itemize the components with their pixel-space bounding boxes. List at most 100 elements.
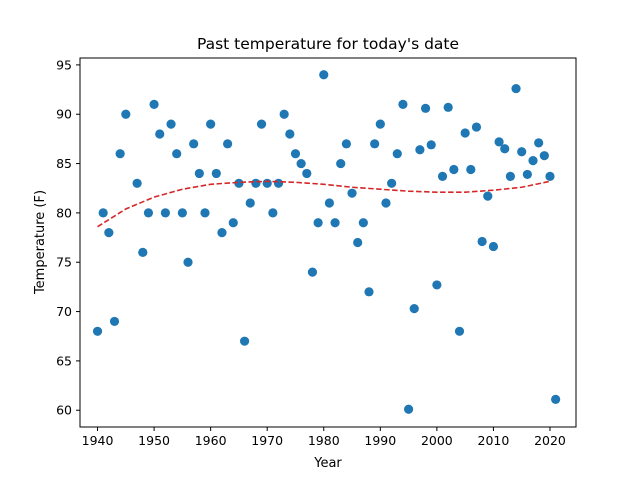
- y-tick-label: 70: [56, 304, 72, 319]
- data-point: [511, 83, 521, 94]
- data-point: [273, 178, 284, 188]
- x-tick-label: 1950: [138, 433, 170, 448]
- data-point: [251, 178, 261, 188]
- data-point: [471, 122, 482, 132]
- data-point: [398, 99, 408, 109]
- x-axis: 1940 1950 1960 1970 1980 1990 2000 2010 2020: [82, 427, 566, 448]
- data-point: [522, 169, 532, 180]
- data-point: [132, 178, 142, 188]
- data-point: [319, 70, 329, 80]
- data-point: [466, 164, 476, 175]
- data-point: [104, 228, 114, 238]
- data-point: [353, 237, 363, 248]
- data-point: [239, 336, 250, 346]
- data-point: [534, 138, 544, 148]
- data-point: [426, 140, 436, 150]
- data-point: [200, 208, 210, 218]
- data-point: [223, 139, 233, 149]
- x-tick-label: 1970: [251, 433, 283, 448]
- plot-frame: [79, 57, 577, 428]
- plot-area: [92, 70, 561, 414]
- data-point: [177, 208, 187, 218]
- chart-title: Past temperature for today's date: [197, 35, 459, 53]
- data-point: [279, 109, 289, 119]
- y-tick-label: 75: [56, 255, 72, 270]
- data-point: [387, 178, 397, 188]
- data-point: [551, 394, 561, 404]
- data-point: [206, 119, 216, 129]
- x-tick-label: 2000: [421, 433, 453, 448]
- data-point: [517, 147, 527, 157]
- data-point: [109, 316, 120, 327]
- data-point: [381, 198, 391, 208]
- data-point: [336, 158, 346, 169]
- data-point: [302, 168, 312, 179]
- x-tick-label: 1960: [195, 433, 227, 448]
- y-tick-label: 95: [56, 57, 72, 72]
- data-point: [347, 188, 357, 198]
- x-tick-label: 1940: [82, 433, 114, 448]
- data-point: [454, 326, 465, 336]
- data-point: [189, 139, 199, 149]
- data-point: [285, 129, 295, 139]
- data-point: [449, 164, 459, 175]
- data-point: [330, 218, 340, 228]
- data-point: [138, 247, 148, 257]
- data-point: [268, 208, 278, 218]
- data-point: [432, 280, 442, 290]
- data-point: [115, 149, 125, 159]
- data-point: [172, 149, 182, 159]
- data-point: [483, 191, 493, 201]
- y-axis: 60 65 70 75 80 85 90 95: [56, 57, 80, 418]
- data-point: [403, 404, 414, 414]
- data-point: [409, 304, 419, 314]
- data-point: [364, 287, 374, 297]
- data-point: [245, 198, 255, 208]
- data-point: [194, 168, 204, 179]
- data-point: [324, 198, 335, 208]
- data-point: [262, 178, 272, 188]
- data-point: [358, 218, 368, 228]
- data-point: [313, 218, 323, 228]
- data-point: [234, 178, 244, 188]
- data-point: [341, 139, 351, 149]
- x-tick-label: 2010: [478, 433, 510, 448]
- data-point: [420, 103, 431, 113]
- data-point: [228, 218, 238, 228]
- data-point: [217, 228, 227, 238]
- data-point: [307, 267, 318, 277]
- data-point: [528, 156, 538, 166]
- data-point: [392, 149, 402, 159]
- data-point: [183, 257, 193, 267]
- data-point: [290, 149, 301, 159]
- y-tick-label: 85: [56, 156, 72, 171]
- data-point: [375, 119, 385, 129]
- data-point: [370, 139, 380, 149]
- data-point: [494, 137, 504, 147]
- data-point: [539, 151, 549, 161]
- y-tick-label: 80: [56, 205, 72, 220]
- data-point: [98, 208, 108, 218]
- data-point: [477, 236, 487, 247]
- data-point: [488, 241, 499, 252]
- data-point: [296, 158, 306, 169]
- y-tick-label: 60: [56, 403, 72, 418]
- data-point: [437, 171, 448, 181]
- data-point: [143, 208, 154, 218]
- data-point: [500, 144, 510, 154]
- data-point: [415, 145, 425, 155]
- y-tick-label: 65: [56, 353, 72, 368]
- y-tick-label: 90: [56, 107, 72, 122]
- data-point: [211, 168, 221, 179]
- data-point: [545, 171, 555, 181]
- x-tick-label: 1980: [308, 433, 340, 448]
- data-point: [160, 208, 171, 218]
- data-point: [166, 119, 176, 129]
- data-point: [149, 99, 159, 109]
- x-tick-label: 1990: [364, 433, 396, 448]
- data-point: [443, 102, 453, 112]
- data-point: [155, 129, 165, 139]
- trend-line: [97, 180, 551, 228]
- data-point: [505, 171, 515, 181]
